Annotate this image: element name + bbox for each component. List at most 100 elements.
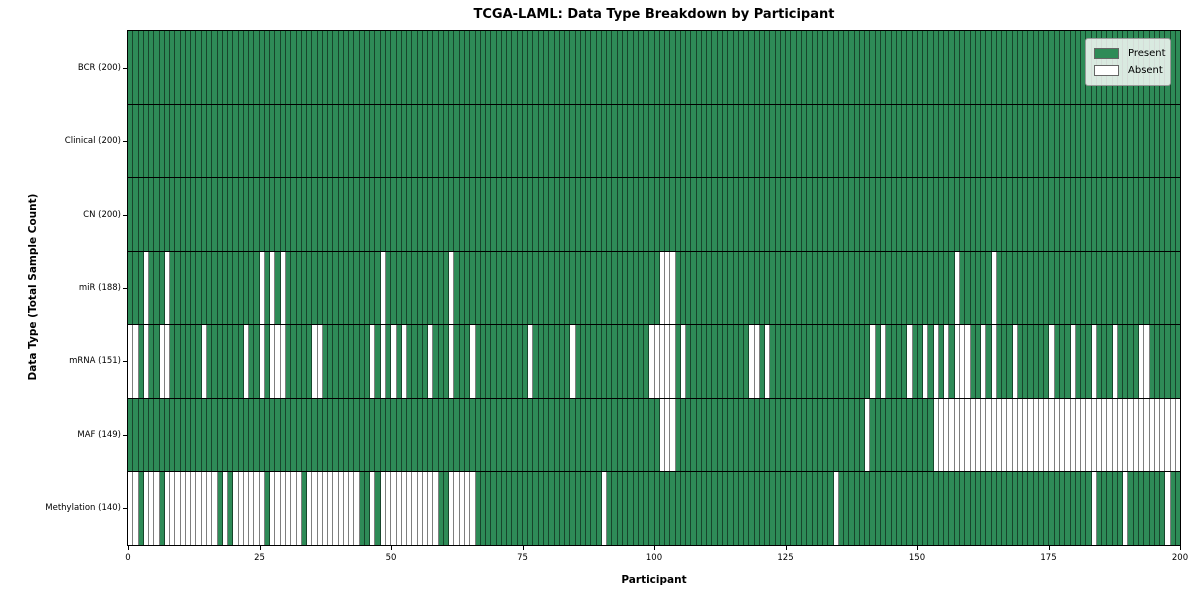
matrix-cell: [591, 251, 597, 325]
matrix-cell: [449, 104, 455, 178]
matrix-cell: [496, 472, 502, 546]
matrix-cell: [212, 251, 218, 325]
matrix-cell: [291, 178, 297, 251]
matrix-cell: [222, 104, 229, 178]
matrix-cell: [959, 104, 966, 178]
matrix-cell: [859, 31, 866, 104]
matrix-cell: [717, 398, 724, 472]
matrix-cell: [533, 31, 539, 104]
matrix-cell: [612, 472, 618, 546]
matrix-cell: [465, 178, 471, 251]
matrix-cell: [243, 398, 250, 472]
matrix-cell: [1102, 178, 1108, 251]
matrix-cell: [291, 31, 297, 104]
matrix-cell: [354, 472, 360, 546]
matrix-cell: [938, 325, 945, 398]
matrix-cell: [338, 178, 344, 251]
absent-swatch-icon: [1094, 65, 1119, 76]
matrix-cell: [422, 472, 429, 546]
matrix-cell: [628, 31, 634, 104]
matrix-cell: [865, 325, 871, 398]
matrix-cell: [1139, 472, 1145, 546]
matrix-cell: [201, 104, 207, 178]
matrix-cell: [749, 31, 755, 104]
matrix-cell: [259, 398, 265, 472]
matrix-cell: [364, 398, 371, 472]
matrix-cell: [1096, 178, 1103, 251]
matrix-cell: [849, 472, 855, 546]
matrix-cell: [554, 398, 560, 472]
matrix-cell: [454, 325, 460, 398]
matrix-cell: [407, 104, 413, 178]
matrix-cell: [744, 104, 750, 178]
matrix-cell: [486, 251, 492, 325]
matrix-cell: [928, 472, 934, 546]
matrix-cell: [359, 472, 365, 546]
matrix-cell: [438, 31, 444, 104]
matrix-cell: [1054, 104, 1061, 178]
matrix-row-mir: [128, 250, 1181, 325]
matrix-cell: [264, 251, 271, 325]
matrix-cell: [307, 178, 313, 251]
matrix-cell: [443, 398, 450, 472]
matrix-cell: [828, 104, 834, 178]
matrix-cell: [459, 398, 465, 472]
matrix-cell: [607, 325, 613, 398]
matrix-cell: [480, 472, 487, 546]
matrix-cell: [733, 251, 739, 325]
matrix-cell: [1128, 104, 1134, 178]
matrix-cell: [675, 31, 681, 104]
matrix-cell: [622, 472, 629, 546]
matrix-cell: [823, 104, 829, 178]
matrix-cell: [1075, 104, 1082, 178]
matrix-cell: [622, 104, 629, 178]
matrix-cell: [138, 325, 144, 398]
matrix-cell: [870, 178, 876, 251]
matrix-cell: [696, 31, 702, 104]
matrix-cell: [133, 251, 139, 325]
matrix-cell: [886, 178, 892, 251]
matrix-cell: [728, 472, 734, 546]
matrix-cell: [1044, 325, 1050, 398]
matrix-cell: [917, 251, 924, 325]
matrix-cell: [396, 104, 402, 178]
matrix-cell: [907, 472, 913, 546]
matrix-cell: [275, 31, 281, 104]
matrix-cell: [285, 325, 292, 398]
matrix-cell: [902, 251, 908, 325]
matrix-cell: [480, 104, 487, 178]
matrix-cell: [649, 325, 655, 398]
matrix-cell: [975, 325, 982, 398]
matrix-cell: [517, 472, 523, 546]
matrix-cell: [580, 104, 587, 178]
y-tick-label-methylation: Methylation (140): [45, 503, 121, 514]
x-tick-mark: [785, 545, 787, 550]
matrix-cell: [428, 31, 434, 104]
matrix-cell: [1154, 398, 1161, 472]
matrix-cell: [349, 251, 355, 325]
matrix-cell: [159, 251, 165, 325]
matrix-cell: [886, 325, 892, 398]
matrix-cell: [828, 178, 834, 251]
matrix-cell: [680, 398, 687, 472]
matrix-cell: [433, 178, 439, 251]
matrix-cell: [665, 104, 671, 178]
matrix-cell: [1044, 104, 1050, 178]
matrix-cell: [217, 178, 223, 251]
matrix-cell: [554, 251, 560, 325]
matrix-cell: [601, 325, 608, 398]
matrix-cell: [238, 31, 244, 104]
matrix-cell: [243, 251, 250, 325]
matrix-cell: [1060, 31, 1066, 104]
matrix-cell: [617, 472, 623, 546]
matrix-cell: [796, 251, 802, 325]
matrix-cell: [875, 472, 881, 546]
matrix-cell: [1038, 104, 1045, 178]
matrix-cell: [249, 104, 255, 178]
matrix-cell: [880, 398, 887, 472]
matrix-cell: [559, 472, 566, 546]
matrix-cell: [912, 31, 918, 104]
matrix-cell: [786, 251, 792, 325]
matrix-cell: [538, 398, 544, 472]
matrix-cell: [1049, 325, 1055, 398]
